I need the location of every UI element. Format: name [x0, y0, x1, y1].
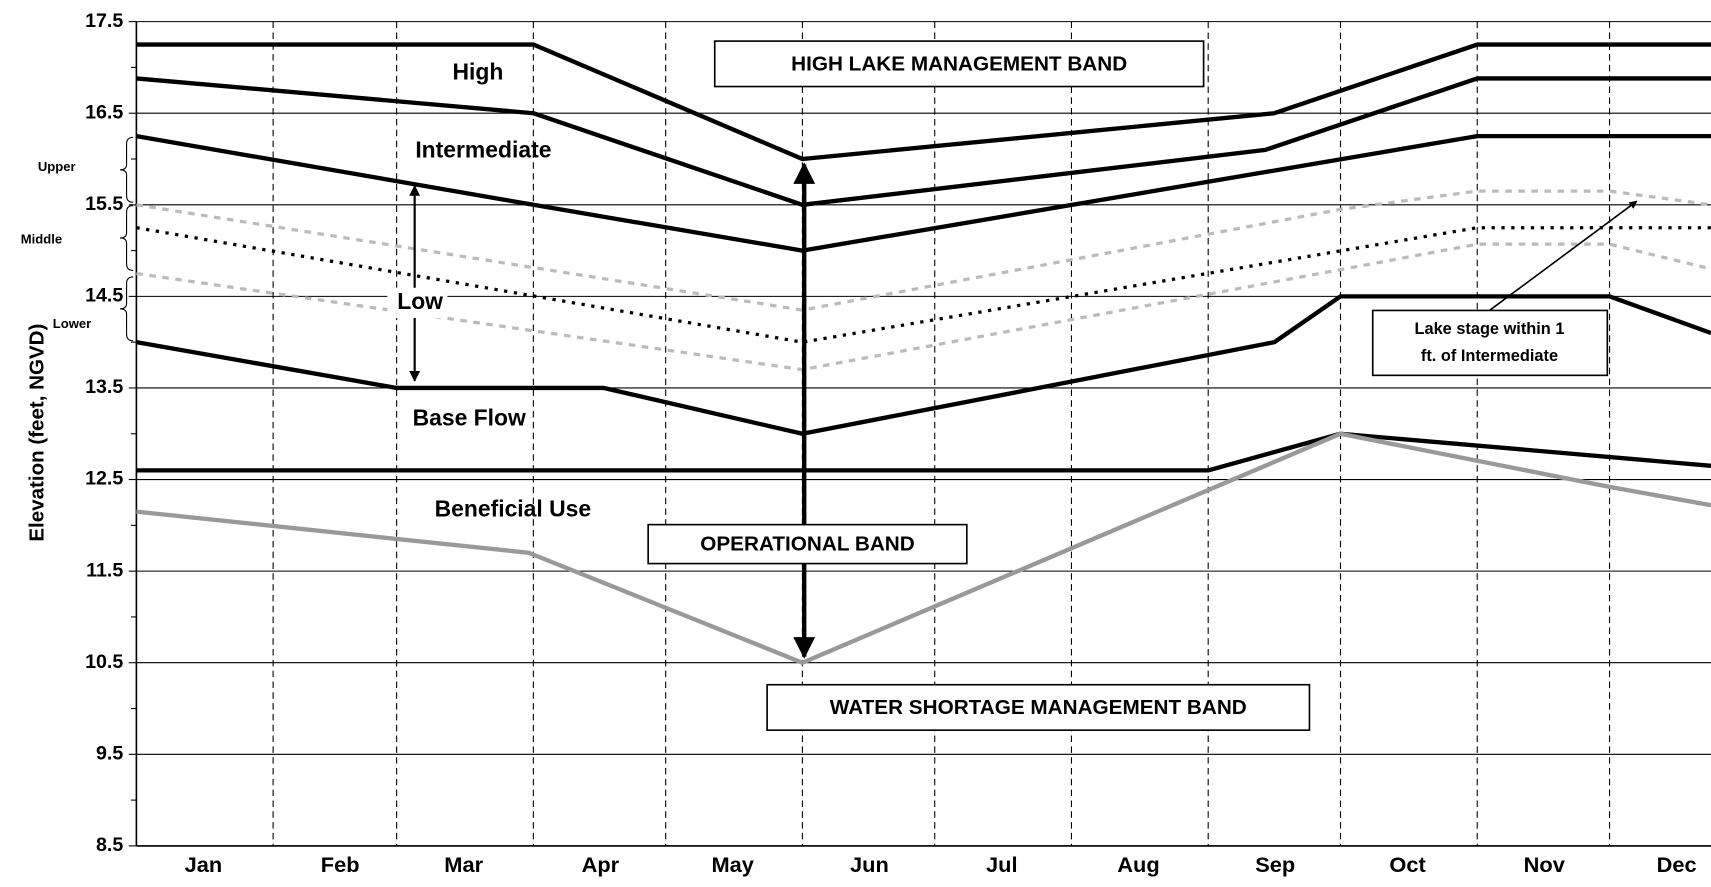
band-label: High [453, 59, 504, 85]
y-tick-label: 17.5 [85, 10, 123, 32]
band-label: Beneficial Use [435, 496, 592, 522]
x-tick-label: Mar [444, 852, 483, 877]
band-box-label: OPERATIONAL BAND [700, 533, 915, 556]
x-tick-label: Sep [1255, 852, 1295, 877]
band-label: Low [397, 288, 443, 314]
y-tick-label: 15.5 [85, 193, 123, 215]
band-box-label: WATER SHORTAGE MANAGEMENT BAND [830, 696, 1247, 719]
callout-box [1371, 309, 1609, 377]
x-tick-label: Oct [1389, 852, 1425, 877]
band-box [713, 40, 1205, 88]
y-tick-label: 13.5 [85, 376, 123, 398]
x-tick-label: Apr [582, 852, 620, 877]
y-tick-label: 11.5 [86, 559, 123, 581]
series-line [136, 133, 1711, 253]
series-line [136, 431, 1711, 665]
band-label: Intermediate [415, 137, 551, 163]
y-axis-title: Elevation (feet, NGVD) [26, 324, 49, 542]
series-line [136, 42, 1711, 162]
zone-label: Lower [53, 316, 92, 331]
zone-label: Middle [21, 232, 62, 247]
zone-brace [120, 204, 134, 271]
x-tick-label: Jan [185, 852, 223, 877]
series-line [136, 189, 1711, 312]
series-line [136, 76, 1711, 207]
y-tick-label: 8.5 [96, 834, 123, 856]
x-tick-label: Jul [986, 852, 1018, 877]
band-box-label: HIGH LAKE MANAGEMENT BAND [791, 52, 1127, 75]
series-line [136, 431, 1711, 473]
series-line [136, 242, 1711, 372]
x-tick-label: Aug [1117, 852, 1159, 877]
y-tick-label: 9.5 [96, 743, 123, 765]
x-tick-label: Jun [850, 852, 889, 877]
series-line [136, 294, 1711, 436]
x-tick-label: Dec [1657, 852, 1697, 877]
zone-brace [120, 276, 134, 342]
low-label-bg [387, 287, 448, 319]
callout-arrow [1488, 200, 1638, 312]
zone-label: Upper [38, 159, 76, 174]
band-box [647, 523, 968, 565]
x-tick-label: May [712, 852, 754, 877]
band-box [766, 683, 1311, 731]
y-tick-label: 12.5 [85, 468, 123, 490]
zone-brace [120, 136, 134, 203]
y-tick-label: 10.5 [85, 651, 123, 673]
y-tick-label: 14.5 [85, 285, 123, 307]
x-tick-label: Nov [1524, 852, 1565, 877]
callout-label: ft. of Intermediate [1421, 347, 1558, 365]
callout-label: Lake stage within 1 [1415, 320, 1565, 338]
band-label: Base Flow [413, 405, 527, 431]
x-tick-label: Feb [321, 852, 360, 877]
y-tick-label: 16.5 [85, 101, 123, 123]
